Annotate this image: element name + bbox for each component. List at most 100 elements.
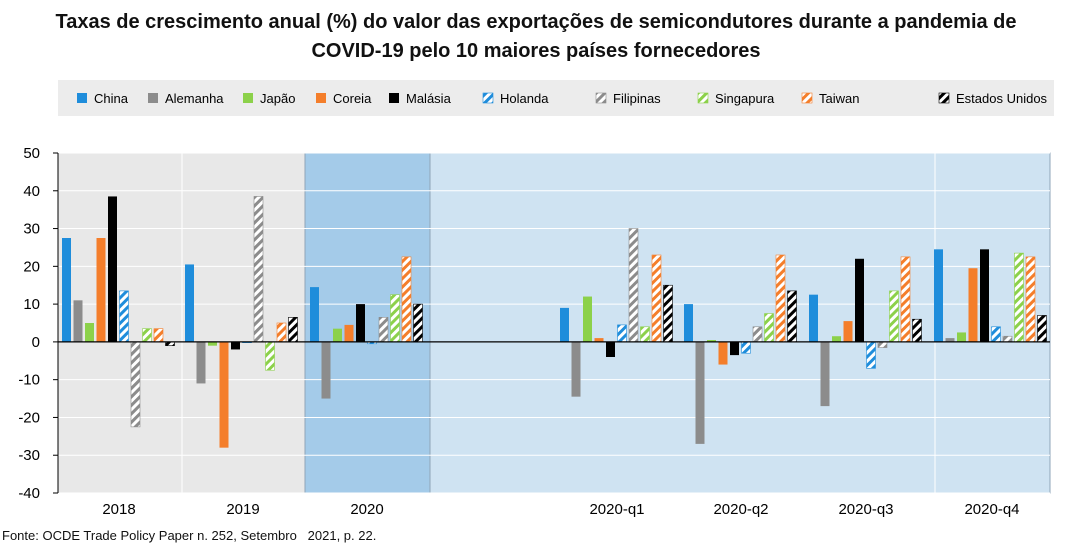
- bar-taiwan-2020-q1: [651, 254, 662, 343]
- bar-china-2020-q1: [560, 307, 569, 342]
- legend-label-china: China: [94, 91, 129, 106]
- bar-coreia-2020-q3: [843, 321, 853, 342]
- bar-singapura-2020-q1: [640, 326, 650, 343]
- legend-label-filipinas: Filipinas: [613, 91, 661, 106]
- bar-alemanha-2020-q2: [695, 341, 705, 444]
- bar-estados-unidos-2020: [413, 303, 423, 343]
- y-tick-label: -40: [18, 485, 40, 502]
- bar-japao-2019: [208, 341, 217, 346]
- legend-label-alemanha: Alemanha: [165, 91, 224, 106]
- bar-singapura-2020: [390, 294, 400, 343]
- x-tick-label: 2018: [102, 501, 135, 518]
- bar-holanda-2020-q2: [741, 341, 751, 354]
- bar-malasia-2018: [108, 196, 117, 342]
- legend-box: [58, 80, 1054, 116]
- bar-china-2018: [62, 238, 71, 342]
- bar-china-2020: [310, 287, 319, 342]
- x-tick-label: 2020-q2: [713, 501, 768, 518]
- bar-filipinas-2018: [130, 341, 141, 428]
- bar-filipinas-2020-q2: [752, 326, 763, 343]
- legend-swatch-taiwan: [801, 92, 813, 104]
- bar-japao-2020-q2: [707, 340, 716, 342]
- y-tick-label: -30: [18, 447, 40, 464]
- bar-malasia-2020-q3: [855, 258, 864, 342]
- bar-estados-unidos-2019: [288, 317, 298, 343]
- x-tick-label: 2020-q3: [838, 501, 893, 518]
- panel-quarterly-background: [429, 152, 1051, 494]
- bar-china-2019: [185, 264, 194, 342]
- bar-filipinas-2020-q4: [1002, 335, 1013, 343]
- bar-alemanha-2019: [196, 341, 206, 384]
- bar-japao-2020-q1: [583, 296, 592, 342]
- chart-title-line-1: Taxas de crescimento anual (%) do valor …: [55, 11, 1017, 33]
- x-tick-label: 2019: [226, 501, 259, 518]
- bar-malasia-2019: [231, 341, 240, 350]
- legend-swatch-holanda: [482, 92, 494, 104]
- bar-taiwan-2020: [401, 256, 412, 343]
- bar-coreia-2020: [344, 324, 354, 342]
- bar-taiwan-2020-q2: [775, 254, 786, 343]
- bar-alemanha-2020: [321, 341, 331, 399]
- legend-swatch-china: [77, 93, 87, 103]
- bar-coreia-2020-q1: [594, 338, 604, 342]
- bar-japao-2020-q3: [832, 336, 841, 342]
- bar-singapura-2019: [265, 341, 275, 371]
- legend-swatch-filipinas: [595, 92, 607, 104]
- bar-alemanha-2020-q1: [571, 341, 581, 397]
- bar-filipinas-2020: [378, 317, 389, 343]
- bar-malasia-2020: [356, 304, 365, 342]
- y-tick-label: -10: [18, 372, 40, 389]
- x-tick-label: 2020-q4: [964, 501, 1019, 518]
- bar-holanda-2018: [119, 290, 129, 343]
- legend-swatch-japao: [243, 93, 253, 103]
- bar-alemanha-2020-q4: [945, 338, 955, 342]
- bar-taiwan-2019: [276, 322, 287, 343]
- bar-coreia-2020-q2: [718, 341, 728, 365]
- bar-holanda-2020-q4: [991, 326, 1001, 343]
- bar-japao-2018: [85, 323, 94, 342]
- bar-malasia-2020-q1: [606, 341, 615, 357]
- bar-china-2020-q2: [684, 304, 693, 342]
- bar-estados-unidos-2020-q2: [787, 290, 797, 343]
- y-tick-label: 0: [32, 334, 40, 351]
- legend-swatch-estados-unidos: [938, 92, 950, 104]
- y-tick-label: 30: [23, 221, 40, 238]
- bar-filipinas-2019: [253, 196, 264, 343]
- bar-japao-2020: [333, 328, 342, 342]
- x-tick-label: 2020: [350, 501, 383, 518]
- bar-estados-unidos-2020-q4: [1037, 315, 1047, 343]
- bar-taiwan-2018: [153, 328, 164, 343]
- y-tick-label: -20: [18, 409, 40, 426]
- chart-title: Taxas de crescimento anual (%) do valor …: [0, 8, 1072, 66]
- chart-title-line-2: COVID-19 pelo 10 maiores países forneced…: [311, 40, 761, 62]
- bar-china-2020-q3: [809, 294, 818, 342]
- legend-swatch-malasia: [389, 93, 399, 103]
- legend-swatch-coreia: [316, 93, 326, 103]
- legend-label-japao: Japão: [260, 91, 295, 106]
- bar-malasia-2020-q2: [730, 341, 739, 356]
- bar-taiwan-2020-q3: [900, 256, 911, 343]
- legend-label-malasia: Malásia: [406, 91, 452, 106]
- bar-holanda-2020-q1: [617, 324, 627, 343]
- bar-holanda-2020-q3: [866, 341, 876, 369]
- y-tick-label: 50: [23, 145, 40, 162]
- bar-estados-unidos-2020-q1: [663, 284, 673, 343]
- y-tick-label: 10: [23, 296, 40, 313]
- bar-singapura-2020-q3: [889, 290, 899, 343]
- bar-china-2020-q4: [934, 249, 943, 342]
- source-note: Fonte: OCDE Trade Policy Paper n. 252, S…: [2, 528, 377, 543]
- legend-label-holanda: Holanda: [500, 91, 549, 106]
- x-tick-label: 2020-q1: [589, 501, 644, 518]
- bar-filipinas-2020-q3: [877, 341, 888, 348]
- legend-swatch-singapura: [697, 92, 709, 104]
- bar-coreia-2019: [219, 341, 229, 448]
- bar-singapura-2020-q4: [1014, 252, 1024, 343]
- bar-japao-2020-q4: [957, 332, 966, 342]
- legend-swatch-alemanha: [148, 93, 158, 103]
- bar-coreia-2020-q4: [968, 268, 978, 342]
- y-tick-label: 40: [23, 183, 40, 200]
- bar-alemanha-2018: [73, 300, 83, 342]
- bar-filipinas-2020-q1: [628, 228, 639, 343]
- legend-label-coreia: Coreia: [333, 91, 372, 106]
